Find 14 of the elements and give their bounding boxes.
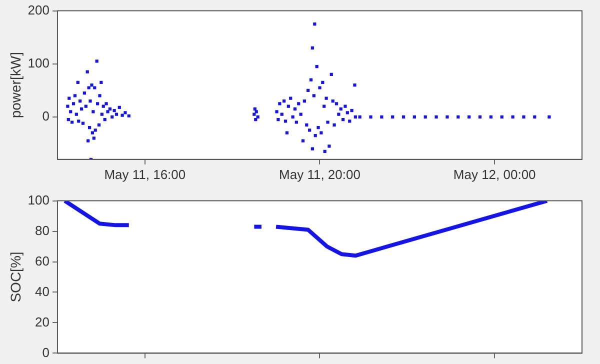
x-tick-label: May 11, 20:00 — [279, 166, 360, 182]
y-tick-label: 60 — [35, 253, 50, 268]
y-tick-label: 100 — [28, 192, 50, 208]
x-tick-label: May 12, 00:00 — [453, 166, 536, 182]
y-axis-title: SOC[%] — [7, 252, 24, 302]
y-tick-label: 0 — [42, 344, 50, 360]
y-axis-title: power[kW] — [7, 52, 24, 118]
y-tick-label: 0 — [42, 108, 50, 124]
y-tick-label: 40 — [35, 284, 50, 299]
y-tick-label: 100 — [28, 55, 50, 70]
y-tick-label: 200 — [28, 2, 50, 18]
y-tick-label: 20 — [35, 314, 50, 330]
x-tick-label: May 11, 16:00 — [104, 166, 186, 182]
y-tick-label: 80 — [35, 222, 50, 238]
